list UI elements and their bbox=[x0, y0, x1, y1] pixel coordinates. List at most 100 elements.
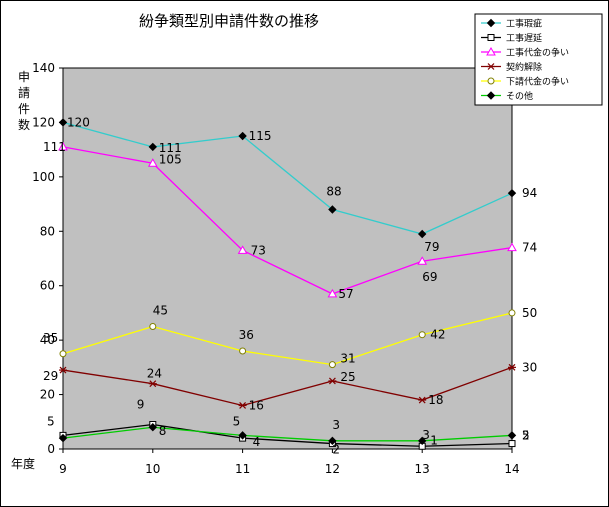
x-tick-label: 14 bbox=[504, 462, 519, 476]
y-tick-label: 60 bbox=[40, 279, 55, 293]
legend-entry: 工事代金の争い bbox=[481, 47, 569, 59]
annotation-label: 79 bbox=[424, 240, 439, 254]
data-point bbox=[148, 142, 158, 152]
y-tick-label: 0 bbox=[47, 442, 55, 456]
data-point bbox=[328, 436, 337, 446]
legend-entry: 契約解除 bbox=[481, 61, 542, 73]
legend-marker bbox=[487, 63, 495, 70]
data-label: 2 bbox=[522, 429, 530, 443]
legend-label: その他 bbox=[506, 90, 533, 102]
y-tick-label: 80 bbox=[40, 224, 55, 238]
data-point bbox=[327, 288, 338, 298]
marker-stroke bbox=[149, 380, 157, 388]
marker-stroke bbox=[239, 402, 247, 409]
data-point bbox=[238, 131, 247, 141]
legend-entry: その他 bbox=[481, 90, 533, 102]
marker-stroke bbox=[418, 396, 426, 404]
x-tick-label: 9 bbox=[59, 462, 67, 476]
data-point bbox=[148, 380, 157, 388]
chart-title: 紛争類型別申請件数の推移 bbox=[139, 12, 319, 30]
data-label: 4 bbox=[253, 435, 261, 449]
series-line bbox=[62, 312, 513, 366]
data-point bbox=[58, 141, 68, 151]
data-label: 5 bbox=[522, 428, 530, 442]
data-label: 3 bbox=[332, 418, 340, 432]
data-point bbox=[148, 423, 158, 432]
data-point bbox=[328, 361, 336, 369]
data-label: 9 bbox=[137, 398, 145, 412]
series-line bbox=[62, 426, 513, 442]
series-5 bbox=[59, 309, 516, 369]
series-4 bbox=[59, 363, 516, 409]
data-label: 111 bbox=[159, 141, 182, 155]
data-label: 24 bbox=[147, 367, 162, 381]
data-point bbox=[328, 377, 337, 385]
data-label: 2 bbox=[332, 443, 340, 457]
data-point bbox=[417, 229, 427, 239]
legend-marker bbox=[486, 18, 496, 28]
x-axis-label: 年度 bbox=[11, 456, 35, 471]
data-point bbox=[508, 363, 516, 371]
data-label: 50 bbox=[522, 306, 537, 320]
legend-label: 工事代金の争い bbox=[506, 47, 569, 59]
data-label: 42 bbox=[430, 328, 445, 342]
data-label: 69 bbox=[422, 270, 437, 284]
legend-box bbox=[474, 13, 603, 106]
data-point bbox=[237, 245, 248, 254]
series-line bbox=[62, 121, 513, 235]
x-tick-label: 13 bbox=[415, 462, 430, 476]
data-point bbox=[149, 323, 157, 331]
data-label: 5 bbox=[47, 414, 55, 428]
data-point bbox=[59, 366, 67, 374]
series-line bbox=[62, 146, 513, 295]
marker-stroke bbox=[508, 363, 516, 371]
data-label: 31 bbox=[340, 352, 355, 366]
y-axis-label: 申請件数 bbox=[18, 70, 30, 132]
data-point bbox=[507, 242, 517, 252]
y-tick-label: 100 bbox=[32, 170, 55, 184]
data-point bbox=[59, 350, 67, 358]
data-label: 5 bbox=[233, 414, 241, 428]
data-point bbox=[507, 188, 517, 198]
data-label: 45 bbox=[153, 304, 168, 318]
data-label: 73 bbox=[251, 243, 266, 257]
legend-marker bbox=[486, 46, 496, 56]
series-line bbox=[62, 366, 513, 407]
x-tick-label: 10 bbox=[145, 462, 160, 476]
marker-stroke bbox=[59, 366, 67, 374]
legend-entry: 下請代金の争い bbox=[481, 76, 569, 88]
series-3 bbox=[58, 141, 517, 298]
y-tick-label: 120 bbox=[32, 115, 55, 129]
data-label: 111 bbox=[43, 140, 66, 154]
data-label: 105 bbox=[159, 152, 182, 166]
data-label: 16 bbox=[249, 398, 264, 412]
data-label: 74 bbox=[522, 241, 537, 255]
data-label: 18 bbox=[428, 393, 443, 407]
data-point bbox=[508, 309, 516, 317]
data-point bbox=[418, 396, 427, 404]
legend-marker bbox=[487, 77, 495, 85]
x-tick-label: 11 bbox=[235, 462, 250, 476]
data-point bbox=[417, 256, 428, 265]
x-tick-label: 12 bbox=[325, 462, 340, 476]
series-line bbox=[62, 423, 513, 447]
data-label: 36 bbox=[239, 328, 254, 342]
data-point bbox=[417, 436, 427, 446]
data-label: 35 bbox=[43, 331, 58, 345]
data-point bbox=[238, 402, 247, 409]
legend-marker bbox=[486, 91, 496, 100]
data-point bbox=[508, 440, 516, 448]
data-point bbox=[507, 431, 517, 440]
data-label: 57 bbox=[338, 287, 353, 301]
legend-label: 工事瑕疵 bbox=[506, 18, 542, 30]
data-point bbox=[239, 347, 247, 355]
data-label: 30 bbox=[522, 360, 537, 374]
series-layer bbox=[58, 118, 517, 450]
marker-stroke bbox=[328, 377, 336, 385]
legend-label: 契約解除 bbox=[506, 61, 542, 73]
